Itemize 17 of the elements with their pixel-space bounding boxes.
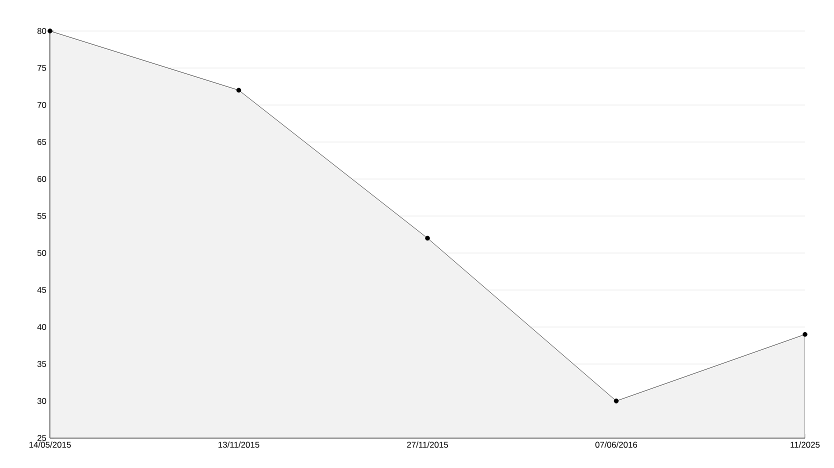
y-tick-label: 55 — [37, 213, 46, 219]
y-tick-label: 25 — [37, 435, 46, 441]
y-tick-label: 65 — [38, 139, 46, 145]
y-tick-label: 45 — [37, 287, 46, 293]
y-tick-label: 50 — [37, 250, 46, 256]
y-tick-label: 30 — [37, 398, 46, 404]
x-tick-label: 14/05/2015 — [29, 442, 71, 448]
y-tick-label: 80 — [37, 28, 46, 34]
y-tick-label: 60 — [38, 176, 46, 182]
x-tick-label: 13/11/2015 — [218, 442, 260, 448]
x-tick-label: 07/06/2016 — [595, 442, 638, 448]
y-tick-label: 75 — [38, 65, 46, 71]
y-tick-label: 40 — [37, 324, 46, 330]
y-tick-label: 35 — [37, 361, 46, 367]
y-tick-label: 70 — [38, 102, 46, 108]
x-tick-label: 27/11/2015 — [407, 442, 448, 448]
x-tick-label: 11/2025 — [790, 442, 820, 448]
